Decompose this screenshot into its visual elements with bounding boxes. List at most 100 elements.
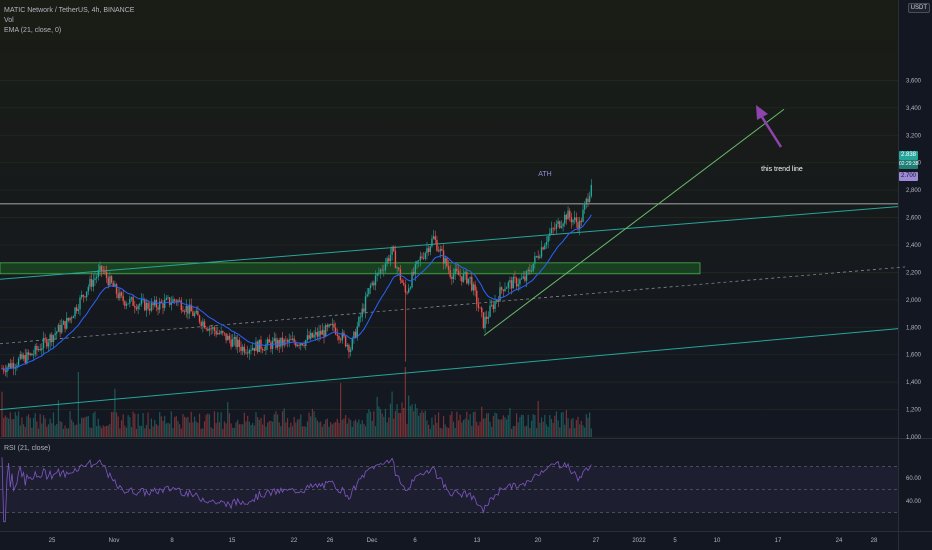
candle-body <box>157 307 159 310</box>
candle-body <box>577 222 579 230</box>
candle-body <box>585 198 588 204</box>
volume-bar <box>260 417 262 437</box>
volume-bar <box>3 417 5 437</box>
volume-bar <box>572 417 574 437</box>
volume-bar <box>132 411 134 437</box>
candle-body <box>235 336 237 348</box>
volume-bar <box>81 417 83 437</box>
candle-body <box>135 307 138 310</box>
candle-body <box>517 284 519 287</box>
legend-ema[interactable]: EMA (21, close, 0) <box>4 27 62 34</box>
upper-channel-line <box>0 206 899 280</box>
volume-bar <box>119 428 121 437</box>
volume-bar <box>6 417 8 437</box>
candle-body <box>26 352 28 363</box>
candle-body <box>178 300 181 302</box>
volume-bars <box>1 367 592 437</box>
volume-bar <box>399 413 401 437</box>
x-tick-label: 22 <box>291 538 298 544</box>
volume-bar <box>237 419 239 437</box>
volume-bar <box>406 423 408 437</box>
volume-bar <box>516 413 518 437</box>
volume-bar <box>567 418 569 437</box>
volume-bar <box>255 412 257 437</box>
volume-bar <box>351 426 353 437</box>
y-tick-label: 1,400 <box>906 380 922 386</box>
volume-bar <box>11 419 13 437</box>
y-tick-label: 1,200 <box>906 408 922 414</box>
volume-bar <box>569 428 571 437</box>
volume-bar <box>281 411 284 437</box>
candle-body <box>426 248 428 253</box>
candle-body <box>325 325 327 337</box>
volume-bar <box>577 416 579 437</box>
volume-bar <box>520 414 523 437</box>
y-tick-label: 3,400 <box>906 106 922 112</box>
candle-body <box>477 304 480 308</box>
candle-body <box>358 316 360 327</box>
candle-body <box>555 224 558 229</box>
currency-badge[interactable]: USDT <box>907 3 930 13</box>
volume-bar <box>552 422 554 437</box>
candle-body <box>64 321 66 329</box>
y-tick-label: 2,200 <box>906 270 922 276</box>
candle-body <box>183 311 186 313</box>
volume-bar <box>539 422 541 437</box>
candle-body <box>273 338 275 341</box>
price-pane <box>0 0 898 437</box>
volume-bar <box>92 413 94 437</box>
candle-body <box>130 297 133 299</box>
volume-bar <box>94 411 96 437</box>
candle-body <box>424 252 426 259</box>
candle-body <box>474 284 476 291</box>
candle-body <box>542 247 544 250</box>
candle-body <box>452 273 455 279</box>
candle-body <box>129 298 131 304</box>
candle-body <box>281 337 284 346</box>
candle-body <box>240 346 242 351</box>
x-tick-label: 2022 <box>632 538 646 544</box>
volume-bar <box>580 420 582 437</box>
rsi-band <box>0 466 898 513</box>
volume-bar <box>481 406 483 437</box>
candle-body <box>432 236 435 239</box>
candle-body <box>2 368 5 371</box>
candle-body <box>285 339 287 341</box>
candle-body <box>547 236 549 243</box>
y-tick-label: 2,000 <box>906 298 922 304</box>
candle-body <box>280 337 282 347</box>
candle-body <box>188 304 191 314</box>
volume-bar <box>220 412 222 437</box>
volume-bar <box>353 421 355 437</box>
candle-body <box>162 302 164 308</box>
volume-bar <box>323 424 325 437</box>
candle-body <box>499 287 501 302</box>
candle-body <box>514 277 516 279</box>
candle-body <box>6 367 8 373</box>
candle-body <box>442 250 445 264</box>
candle-body <box>147 302 149 309</box>
volume-bar <box>262 424 264 437</box>
volume-bar <box>411 404 413 437</box>
candle-body <box>476 290 478 305</box>
volume-bar <box>394 411 397 437</box>
volume-bar <box>71 419 73 437</box>
legend-symbol: MATIC Network / TetherUS, 4h, BINANCE <box>4 7 135 14</box>
volume-bar <box>409 406 411 437</box>
volume-bar <box>509 407 511 437</box>
candle-body <box>394 251 397 269</box>
arrow-head <box>756 105 768 120</box>
volume-bar <box>466 411 468 437</box>
volume-bar <box>451 411 453 437</box>
legend-rsi[interactable]: RSI (21, close) <box>4 445 51 452</box>
volume-bar <box>484 418 486 437</box>
candle-body <box>180 300 182 311</box>
candle-body <box>565 214 568 220</box>
candle-body <box>572 219 574 223</box>
volume-bar <box>198 413 201 437</box>
volume-bar <box>164 415 166 437</box>
volume-bar <box>84 417 86 437</box>
volume-bar <box>424 410 426 437</box>
legend-volume[interactable]: Vol <box>4 17 14 24</box>
